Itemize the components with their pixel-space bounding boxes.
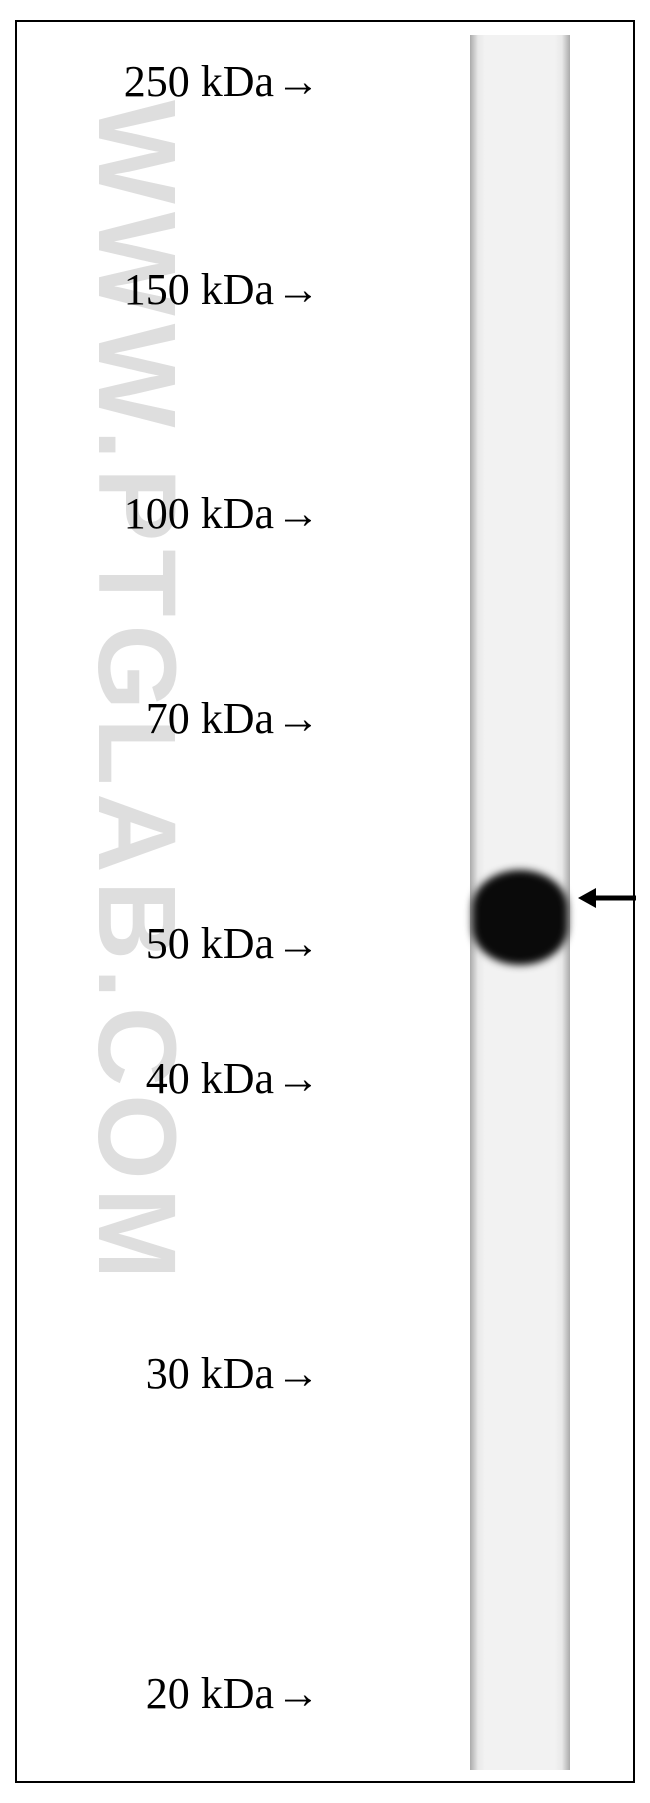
- marker-30kda: 30 kDa→: [146, 1348, 320, 1399]
- marker-label-text: 40 kDa: [146, 1054, 274, 1103]
- marker-arrow-icon: →: [276, 1348, 320, 1399]
- marker-label-text: 150 kDa: [124, 265, 274, 314]
- marker-label-text: 50 kDa: [146, 919, 274, 968]
- marker-arrow-icon: →: [276, 1668, 320, 1719]
- marker-20kda: 20 kDa→: [146, 1668, 320, 1719]
- band-indicator-arrow: [578, 878, 638, 918]
- marker-arrow-icon: →: [276, 488, 320, 539]
- marker-arrow-icon: →: [276, 918, 320, 969]
- marker-label-text: 70 kDa: [146, 694, 274, 743]
- marker-arrow-icon: →: [276, 56, 320, 107]
- marker-arrow-icon: →: [276, 693, 320, 744]
- marker-70kda: 70 kDa→: [146, 693, 320, 744]
- protein-band: [472, 870, 568, 965]
- marker-label-text: 250 kDa: [124, 57, 274, 106]
- marker-250kda: 250 kDa→: [124, 56, 320, 107]
- marker-150kda: 150 kDa→: [124, 264, 320, 315]
- marker-50kda: 50 kDa→: [146, 918, 320, 969]
- marker-arrow-icon: →: [276, 264, 320, 315]
- marker-label-text: 20 kDa: [146, 1669, 274, 1718]
- marker-40kda: 40 kDa→: [146, 1053, 320, 1104]
- marker-100kda: 100 kDa→: [124, 488, 320, 539]
- marker-label-text: 100 kDa: [124, 489, 274, 538]
- marker-label-text: 30 kDa: [146, 1349, 274, 1398]
- marker-arrow-icon: →: [276, 1053, 320, 1104]
